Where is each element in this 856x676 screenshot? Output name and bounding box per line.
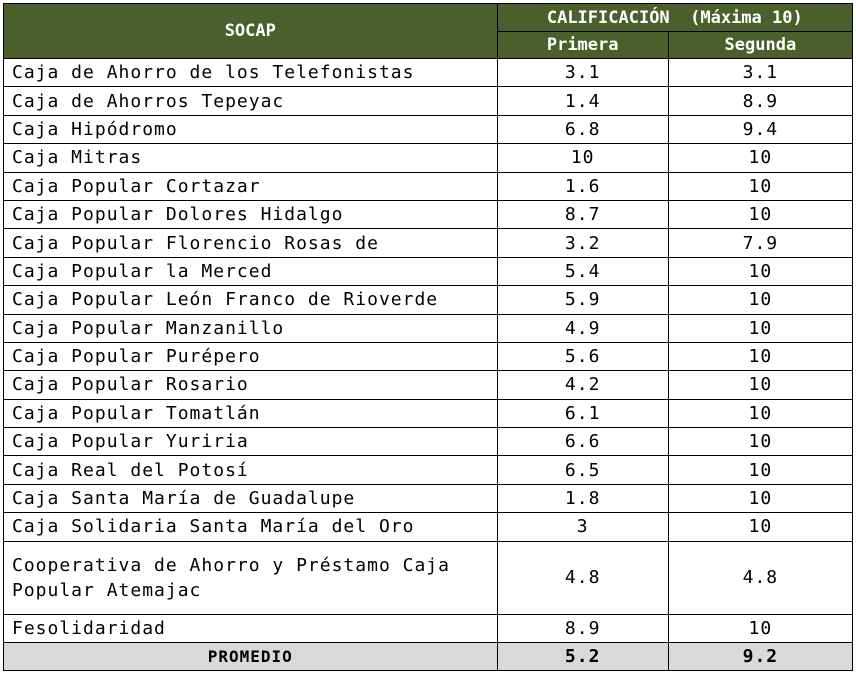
table-row: Caja Popular Rosario 4.2 10 xyxy=(3,370,854,400)
score-segunda: 9.4 xyxy=(667,114,854,145)
table-row: Caja Hipódromo 6.8 9.4 xyxy=(3,114,854,145)
score-segunda: 10 xyxy=(667,256,854,287)
score-primera: 5.9 xyxy=(496,285,669,315)
score-segunda: 10 xyxy=(667,370,854,400)
score-primera: 10 xyxy=(496,143,669,173)
socap-name: Caja Popular Purépero xyxy=(3,341,498,372)
table-row: Cooperativa de Ahorro y Préstamo Caja Po… xyxy=(3,540,854,615)
socap-name: Caja de Ahorro de los Telefonistas xyxy=(3,57,498,88)
table-row: Caja Popular Florencio Rosas de 3.2 7.9 xyxy=(3,228,854,258)
table-row: Caja Santa María de Guadalupe 1.8 10 xyxy=(3,483,854,514)
score-segunda: 7.9 xyxy=(667,228,854,258)
table-row: Caja de Ahorros Tepeyac 1.4 8.9 xyxy=(3,86,854,116)
table-row: Caja Popular Manzanillo 4.9 10 xyxy=(3,313,854,343)
score-primera: 4.9 xyxy=(496,313,669,343)
socap-name: Caja de Ahorros Tepeyac xyxy=(3,86,498,116)
average-primera: 5.2 xyxy=(496,642,669,672)
socap-name: Caja Popular Cortazar xyxy=(3,171,498,201)
table-row: Caja Mitras 10 10 xyxy=(3,143,854,173)
socap-name: Caja Popular Florencio Rosas de xyxy=(3,228,498,258)
average-row: PROMEDIO 5.2 9.2 xyxy=(3,642,854,672)
table-row: Caja Popular la Merced 5.4 10 xyxy=(3,256,854,287)
socap-name: Caja Santa María de Guadalupe xyxy=(3,483,498,514)
socap-name: Caja Popular la Merced xyxy=(3,256,498,287)
table-row: Caja Popular Purépero 5.6 10 xyxy=(3,341,854,372)
score-segunda: 10 xyxy=(667,341,854,372)
score-primera: 8.7 xyxy=(496,199,669,230)
socap-name: Caja Popular Rosario xyxy=(3,370,498,400)
score-segunda: 10 xyxy=(667,285,854,315)
score-primera: 3 xyxy=(496,512,669,542)
table-row: Caja de Ahorro de los Telefonistas 3.1 3.1 xyxy=(3,57,854,88)
score-primera: 4.8 xyxy=(496,540,669,615)
score-segunda: 10 xyxy=(667,483,854,514)
score-segunda: 10 xyxy=(667,512,854,542)
socap-name: Cooperativa de Ahorro y Préstamo Caja Po… xyxy=(3,540,498,615)
score-segunda: 10 xyxy=(667,171,854,201)
table-row: Caja Popular Cortazar 1.6 10 xyxy=(3,171,854,201)
table-row: Fesolidaridad 8.9 10 xyxy=(3,613,854,644)
score-segunda: 10 xyxy=(667,143,854,173)
table-row: Caja Popular Tomatlán 6.1 10 xyxy=(3,398,854,429)
header-segunda: Segunda xyxy=(667,31,854,59)
score-primera: 1.4 xyxy=(496,86,669,116)
socap-name: Caja Popular Tomatlán xyxy=(3,398,498,429)
socap-name: Caja Popular Manzanillo xyxy=(3,313,498,343)
table-row: Caja Popular Dolores Hidalgo 8.7 10 xyxy=(3,199,854,230)
header-primera: Primera xyxy=(496,31,669,59)
table-row: Caja Real del Potosí 6.5 10 xyxy=(3,455,854,485)
score-segunda: 10 xyxy=(667,398,854,429)
score-segunda: 3.1 xyxy=(667,57,854,88)
socap-name: Caja Solidaria Santa María del Oro xyxy=(3,512,498,542)
table-body: Caja de Ahorro de los Telefonistas 3.1 3.1… xyxy=(3,57,854,672)
socap-name: Caja Hipódromo xyxy=(3,114,498,145)
score-primera: 6.1 xyxy=(496,398,669,429)
average-segunda: 9.2 xyxy=(667,642,854,672)
score-segunda: 8.9 xyxy=(667,86,854,116)
score-primera: 3.2 xyxy=(496,228,669,258)
socap-name: Caja Mitras xyxy=(3,143,498,173)
socap-name: Caja Popular Yuriria xyxy=(3,427,498,457)
score-primera: 8.9 xyxy=(496,613,669,644)
socap-name: Caja Popular Dolores Hidalgo xyxy=(3,199,498,230)
score-primera: 1.8 xyxy=(496,483,669,514)
score-segunda: 10 xyxy=(667,613,854,644)
score-primera: 5.6 xyxy=(496,341,669,372)
table-row: Caja Popular Yuriria 6.6 10 xyxy=(3,427,854,457)
score-segunda: 4.8 xyxy=(667,540,854,615)
score-segunda: 10 xyxy=(667,427,854,457)
score-primera: 4.2 xyxy=(496,370,669,400)
score-primera: 6.5 xyxy=(496,455,669,485)
score-segunda: 10 xyxy=(667,313,854,343)
table-row: Caja Popular León Franco de Rioverde 5.9 1… xyxy=(3,285,854,315)
score-segunda: 10 xyxy=(667,455,854,485)
score-primera: 6.8 xyxy=(496,114,669,145)
socap-name: Fesolidaridad xyxy=(3,613,498,644)
score-primera: 3.1 xyxy=(496,57,669,88)
average-label: PROMEDIO xyxy=(3,642,498,672)
score-primera: 1.6 xyxy=(496,171,669,201)
score-segunda: 10 xyxy=(667,199,854,230)
table-row: Caja Solidaria Santa María del Oro 3 10 xyxy=(3,512,854,542)
score-primera: 5.4 xyxy=(496,256,669,287)
score-primera: 6.6 xyxy=(496,427,669,457)
socap-name: Caja Popular León Franco de Rioverde xyxy=(3,285,498,315)
header-socap: SOCAP xyxy=(3,3,498,59)
socap-name: Caja Real del Potosí xyxy=(3,455,498,485)
socap-ratings-table: SOCAP CALIFICACIÓN (Máxima 10) Primera S… xyxy=(3,3,854,672)
header-calificacion: CALIFICACIÓN (Máxima 10) xyxy=(496,3,854,32)
